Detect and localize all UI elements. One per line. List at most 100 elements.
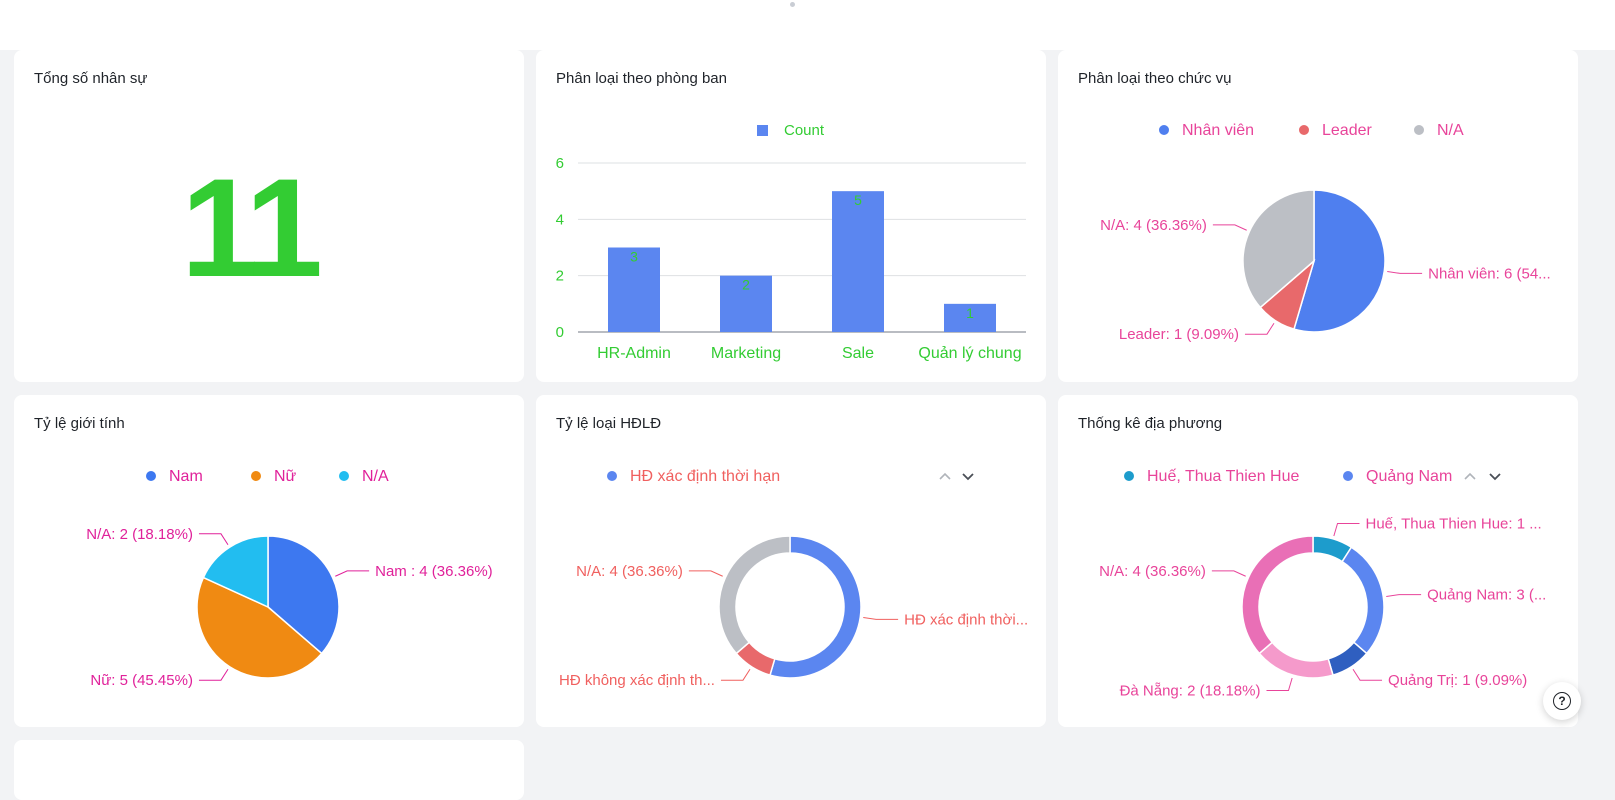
chevron-up-icon[interactable] — [1464, 472, 1476, 480]
slice-leader-line — [1266, 677, 1293, 691]
bar-value-label: 2 — [742, 277, 750, 293]
chart-legend[interactable]: Nhân viên Leader N/A — [1159, 122, 1464, 139]
slice-label: Leader: 1 (9.09%) — [1119, 326, 1239, 343]
chart-legend[interactable]: HĐ xác định thời hạn — [607, 468, 780, 485]
card-title: Tỷ lệ giới tính — [34, 415, 125, 432]
slice-leader-line — [863, 617, 899, 620]
gender-pie-chart: Nam Nữ N/A Nam : 4 (36.36%) Nữ: 5 (45.45%) N/… — [86, 468, 492, 689]
pie-slice[interactable] — [1258, 641, 1334, 679]
slice-label: N/A: 2 (18.18%) — [86, 526, 193, 543]
chevron-down-icon[interactable] — [962, 473, 974, 481]
chevron-up-icon[interactable] — [939, 472, 951, 480]
legend-marker — [1414, 125, 1424, 135]
pie-slice[interactable] — [1341, 546, 1385, 655]
slice-label: HĐ xác định thời... — [904, 611, 1028, 628]
legend-marker — [251, 471, 261, 481]
legend-label: N/A — [1437, 122, 1464, 139]
card-title: Phân loại theo chức vụ — [1078, 70, 1232, 87]
slice-label: Nữ: 5 (45.45%) — [90, 672, 193, 689]
legend-label: Nam — [169, 468, 203, 485]
bar-value-label: 5 — [854, 192, 862, 208]
slice-leader-line — [1211, 570, 1246, 577]
slice-label: Nam : 4 (36.36%) — [375, 563, 493, 580]
locality-card: Thống kê địa phương Huế, Thua Thien Hue Q… — [1058, 395, 1578, 727]
pie-slice[interactable] — [267, 535, 340, 655]
drag-handle-dot[interactable] — [790, 2, 795, 7]
chevron-down-icon[interactable] — [1489, 473, 1501, 481]
legend-marker — [607, 471, 617, 481]
total-staff-card: Tổng số nhân sự 11 — [14, 50, 524, 382]
slice-leader-line — [1386, 594, 1422, 597]
pie-slice[interactable] — [1241, 535, 1314, 655]
legend-label: N/A — [362, 468, 389, 485]
pie-slice[interactable] — [769, 535, 862, 679]
help-button[interactable]: ? — [1543, 682, 1581, 720]
pie-slices: Nhân viên: 6 (54... Leader: 1 (9.09%) N/A:… — [1100, 189, 1551, 343]
legend-marker — [1124, 471, 1134, 481]
legend-marker — [146, 471, 156, 481]
chart-legend[interactable]: Huế, Thua Thien Hue Quảng Nam — [1124, 468, 1452, 485]
department-bar-chart: Count 0 2 4 6 3 HR-Admin 2 Marketing 5 Sale 1 Quản … — [556, 122, 1026, 362]
slice-label: N/A: 4 (36.36%) — [1100, 217, 1207, 234]
slice-leader-line — [688, 570, 723, 577]
pie-slice[interactable] — [202, 535, 269, 609]
chart-legend[interactable]: Count — [757, 122, 825, 139]
pie-slice[interactable] — [196, 576, 323, 679]
x-tick-label: Quản lý chung — [918, 345, 1021, 362]
bar[interactable] — [832, 191, 884, 332]
y-tick-label: 2 — [556, 268, 564, 285]
slice-leader-line — [1244, 322, 1275, 335]
x-tick-label: Marketing — [711, 345, 781, 362]
legend-marker — [339, 471, 349, 481]
slice-label: Nhân viên: 6 (54... — [1428, 265, 1551, 282]
pie-slices: Nam : 4 (36.36%) Nữ: 5 (45.45%) N/A: 2 (18… — [86, 526, 492, 689]
slice-label: HĐ không xác định th... — [559, 672, 715, 689]
bar[interactable] — [944, 303, 996, 332]
contract-card: Tỷ lệ loại HĐLĐ HĐ xác định thời hạn HĐ x… — [536, 395, 1046, 727]
next-card-partial — [14, 740, 524, 800]
legend-marker — [757, 125, 768, 136]
slice-label: Quảng Nam: 3 (... — [1427, 587, 1546, 604]
pie-slice[interactable] — [718, 535, 791, 655]
pie-slices: HĐ xác định thời... HĐ không xác định th.… — [559, 535, 1028, 689]
slice-leader-line — [198, 668, 229, 681]
help-circle-icon: ? — [1553, 692, 1571, 710]
legend-marker — [1299, 125, 1309, 135]
bar-value-label: 3 — [630, 249, 638, 265]
card-title: Thống kê địa phương — [1078, 415, 1223, 432]
slice-leader-line — [335, 570, 370, 577]
x-tick-label: HR-Admin — [597, 345, 671, 362]
y-tick-label: 4 — [556, 211, 564, 228]
pie-slice[interactable] — [1293, 189, 1386, 333]
legend-label: HĐ xác định thời hạn — [630, 468, 780, 485]
legend-label: Quảng Nam — [1366, 468, 1452, 485]
slice-label: N/A: 4 (36.36%) — [576, 563, 683, 580]
bar[interactable] — [608, 247, 660, 333]
department-card: Phân loại theo phòng ban Count 0 2 4 6 3 HR-A… — [536, 50, 1046, 382]
legend-label: Leader — [1322, 122, 1372, 139]
chart-legend[interactable]: Nam Nữ N/A — [146, 468, 389, 485]
legend-marker — [1159, 125, 1169, 135]
gender-card: Tỷ lệ giới tính Nam Nữ N/A Nam : 4 (36.36%)… — [14, 395, 524, 727]
pie-slices: Huế, Thua Thien Hue: 1 ... Quảng Nam: 3 (… — [1099, 516, 1546, 700]
slice-leader-line — [1387, 271, 1423, 274]
slice-leader-line — [1352, 668, 1383, 681]
slice-label: Huế, Thua Thien Hue: 1 ... — [1366, 516, 1542, 533]
legend-label: Nhân viên — [1182, 122, 1254, 139]
slice-label: Quảng Trị: 1 (9.09%) — [1388, 672, 1527, 689]
y-tick-label: 0 — [556, 324, 564, 341]
bar[interactable] — [720, 275, 772, 332]
legend-label: Count — [784, 122, 825, 139]
x-tick-label: Sale — [842, 345, 874, 362]
slice-leader-line — [720, 668, 751, 681]
top-bar — [0, 0, 1615, 50]
bar-value-label: 1 — [966, 305, 974, 321]
card-title: Tỷ lệ loại HĐLĐ — [556, 415, 662, 432]
pie-slice[interactable] — [1242, 189, 1315, 309]
total-staff-value: 11 — [181, 149, 323, 306]
slice-label: N/A: 4 (36.36%) — [1099, 563, 1206, 580]
legend-label: Huế, Thua Thien Hue — [1147, 468, 1300, 485]
slice-leader-line — [1333, 523, 1360, 537]
